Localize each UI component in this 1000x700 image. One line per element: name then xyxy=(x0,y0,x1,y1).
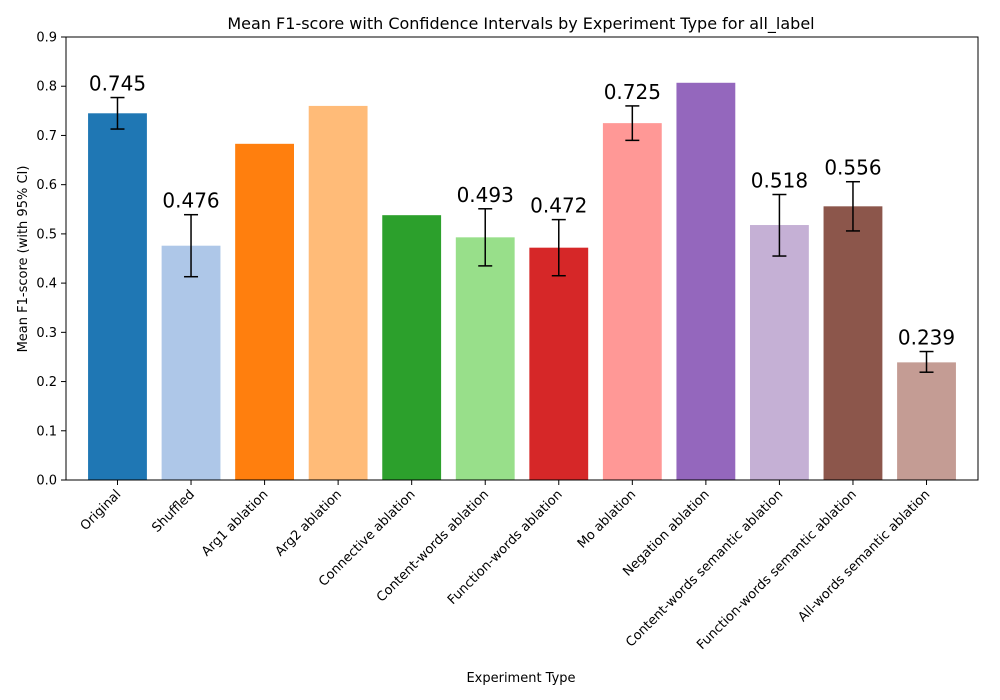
data-label: 0.725 xyxy=(604,80,661,104)
y-tick-label: 0.1 xyxy=(36,424,57,439)
y-tick-label: 0.6 xyxy=(36,178,57,193)
x-tick-label: Mo ablation xyxy=(575,487,639,551)
y-tick-label: 0.4 xyxy=(36,277,57,292)
y-tick-label: 0.5 xyxy=(36,227,57,242)
y-tick-label: 0.8 xyxy=(36,80,57,95)
plot-area: 0.745 0.476 0.493 0.472 0.725 0.518 0.556 0.239… xyxy=(36,31,979,653)
bar xyxy=(161,245,221,480)
bar xyxy=(897,362,956,480)
plot-frame xyxy=(65,36,979,481)
x-axis-title: Experiment Type xyxy=(466,671,575,686)
data-label: 0.493 xyxy=(457,183,514,207)
bar xyxy=(750,225,809,480)
data-label: 0.472 xyxy=(530,194,587,218)
data-label: 0.745 xyxy=(89,72,146,96)
x-tick-label: Original xyxy=(78,487,125,534)
y-tick-label: 0.9 xyxy=(36,31,57,46)
bar xyxy=(308,105,368,481)
x-tick-label: All-words semantic ablation xyxy=(795,487,933,625)
y-axis-title: Mean F1-score (with 95% CI) xyxy=(16,166,31,353)
data-label: 0.556 xyxy=(824,156,881,180)
bar xyxy=(529,247,589,480)
y-tick-label: 0.0 xyxy=(36,474,57,489)
bar xyxy=(602,123,662,480)
bar xyxy=(823,206,883,480)
x-tick-label: Function-words semantic ablation xyxy=(694,487,860,653)
x-tick-label: Arg1 ablation xyxy=(199,487,271,559)
chart-title: Mean F1-score with Confidence Intervals … xyxy=(227,14,814,34)
x-tick-label: Arg2 ablation xyxy=(273,487,345,559)
bar xyxy=(235,143,294,480)
data-label: 0.239 xyxy=(898,326,955,350)
bar xyxy=(88,113,147,481)
y-tick-label: 0.7 xyxy=(36,129,57,144)
data-label: 0.518 xyxy=(751,169,808,193)
x-tick-label: Shuffled xyxy=(149,487,197,535)
x-tick-label: Content-words semantic ablation xyxy=(623,487,786,650)
y-tick-label: 0.3 xyxy=(36,326,57,341)
bar xyxy=(382,215,442,480)
data-label: 0.476 xyxy=(162,189,219,213)
y-tick-label: 0.2 xyxy=(36,375,57,390)
bar xyxy=(455,237,515,480)
bar xyxy=(676,82,736,480)
